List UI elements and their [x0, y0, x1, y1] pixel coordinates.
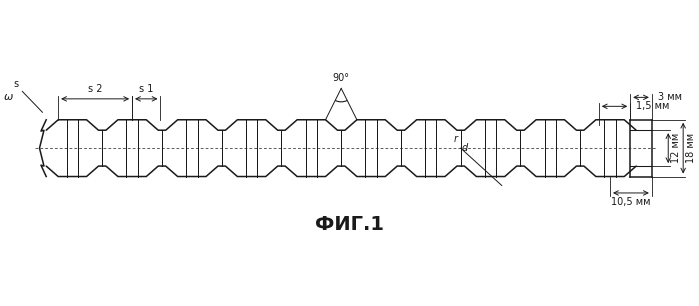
Text: 1,5 мм: 1,5 мм	[636, 101, 670, 111]
Text: d: d	[461, 143, 468, 153]
Text: 10,5 мм: 10,5 мм	[611, 197, 651, 207]
Text: ω: ω	[4, 92, 13, 102]
Text: s: s	[13, 79, 19, 89]
Text: 12 мм: 12 мм	[671, 133, 682, 163]
Text: ФИГ.1: ФИГ.1	[315, 215, 384, 234]
Text: 90°: 90°	[333, 73, 350, 83]
Text: r: r	[454, 134, 458, 144]
Text: s 2: s 2	[88, 84, 102, 94]
Text: 3 мм: 3 мм	[658, 92, 682, 103]
Text: s 1: s 1	[139, 84, 154, 94]
Text: 18 мм: 18 мм	[686, 133, 696, 163]
